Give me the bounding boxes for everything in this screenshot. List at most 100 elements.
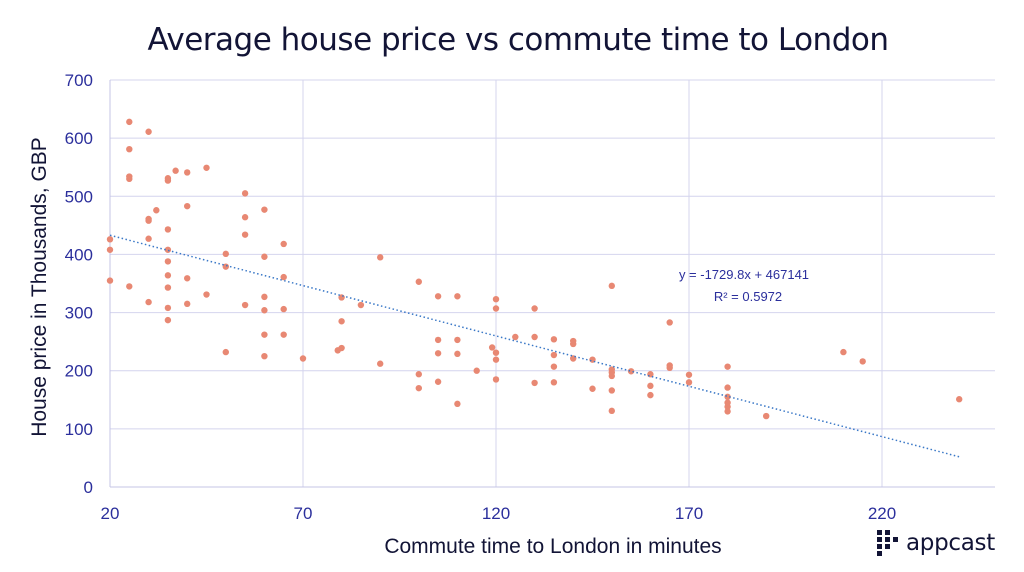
- data-point: [280, 240, 287, 248]
- data-point: [608, 282, 615, 290]
- data-point: [261, 253, 268, 260]
- trendline-r-squared: R² = 0.5972: [714, 289, 782, 304]
- data-point: [550, 336, 558, 343]
- data-point: [184, 169, 191, 176]
- x-tick-label: 70: [294, 504, 313, 523]
- data-point: [434, 378, 442, 385]
- data-point: [164, 226, 172, 233]
- data-point: [724, 408, 731, 415]
- data-point: [145, 235, 152, 242]
- data-point: [164, 316, 172, 324]
- data-point: [550, 351, 558, 359]
- data-point: [261, 307, 268, 314]
- data-point: [145, 217, 152, 224]
- data-point: [106, 246, 114, 253]
- y-tick-label: 600: [65, 129, 93, 148]
- data-point: [222, 348, 229, 356]
- data-point: [454, 350, 461, 358]
- x-tick-label: 220: [868, 504, 896, 523]
- appcast-logo-text: appcast: [906, 530, 995, 556]
- data-point: [172, 167, 179, 174]
- data-point: [859, 358, 866, 365]
- y-axis-label: House price in Thousands, GBP: [28, 137, 51, 437]
- data-point: [164, 258, 172, 265]
- y-tick-label: 400: [65, 245, 93, 264]
- y-tick-label: 200: [65, 362, 93, 381]
- y-tick-label: 100: [65, 420, 93, 439]
- data-point: [261, 206, 268, 213]
- data-point: [570, 340, 577, 348]
- data-point: [608, 387, 615, 394]
- x-tick-label: 170: [675, 504, 703, 523]
- trendline: [109, 234, 960, 458]
- data-point: [153, 207, 160, 214]
- data-point: [222, 250, 229, 258]
- data-point: [164, 246, 172, 253]
- data-point: [203, 291, 210, 298]
- data-point: [126, 118, 133, 126]
- data-point: [415, 278, 422, 285]
- data-point: [126, 175, 133, 183]
- data-point: [627, 368, 635, 375]
- data-point: [434, 336, 442, 344]
- data-point: [531, 305, 538, 312]
- chart-title: Average house price vs commute time to L…: [147, 22, 889, 58]
- y-tick-label: 500: [65, 187, 93, 206]
- x-axis-label: Commute time to London in minutes: [384, 535, 721, 558]
- trendline-equation: y = -1729.8x + 467141: [679, 267, 809, 282]
- data-point: [164, 304, 172, 312]
- y-tick-label: 0: [84, 478, 93, 497]
- data-point: [434, 293, 442, 300]
- data-point: [550, 379, 558, 386]
- data-point: [415, 371, 422, 378]
- data-point: [377, 254, 384, 261]
- data-point: [473, 367, 480, 374]
- x-tick-label: 20: [101, 504, 120, 523]
- data-point: [106, 277, 114, 284]
- data-point: [334, 347, 341, 354]
- grid-lines: [110, 79, 995, 487]
- data-point: [261, 293, 268, 301]
- data-point: [241, 301, 249, 309]
- data-point: [164, 284, 172, 291]
- data-point: [724, 403, 731, 410]
- data-point: [203, 164, 210, 171]
- axes: [109, 80, 995, 488]
- data-point: [106, 236, 114, 243]
- data-point: [184, 275, 191, 282]
- data-point: [184, 202, 191, 210]
- data-point: [840, 348, 847, 356]
- data-point: [492, 295, 500, 303]
- data-point: [550, 363, 558, 370]
- data-point: [454, 400, 461, 408]
- data-point: [724, 384, 731, 391]
- data-point: [377, 360, 384, 367]
- data-point: [492, 356, 500, 363]
- data-point: [299, 355, 307, 362]
- data-point: [492, 349, 500, 356]
- data-point: [145, 298, 152, 306]
- data-point: [434, 350, 442, 357]
- x-tick-label: 120: [482, 504, 510, 523]
- data-point: [357, 301, 365, 309]
- y-tick-label: 300: [65, 304, 93, 323]
- data-point: [512, 333, 519, 341]
- data-point: [126, 283, 133, 290]
- data-point: [492, 376, 500, 383]
- data-points: [106, 118, 963, 420]
- data-point: [685, 379, 693, 386]
- data-point: [454, 293, 461, 300]
- data-point: [685, 371, 693, 378]
- data-point: [589, 385, 596, 392]
- data-point: [338, 318, 345, 325]
- trendline-path: [109, 234, 960, 458]
- data-point: [647, 391, 654, 399]
- y-tick-label: 700: [65, 71, 93, 90]
- appcast-logo-icon: [877, 530, 898, 556]
- data-point: [261, 331, 268, 338]
- data-point: [222, 263, 229, 270]
- data-point: [184, 300, 191, 308]
- data-point: [608, 407, 615, 415]
- data-point: [164, 272, 172, 279]
